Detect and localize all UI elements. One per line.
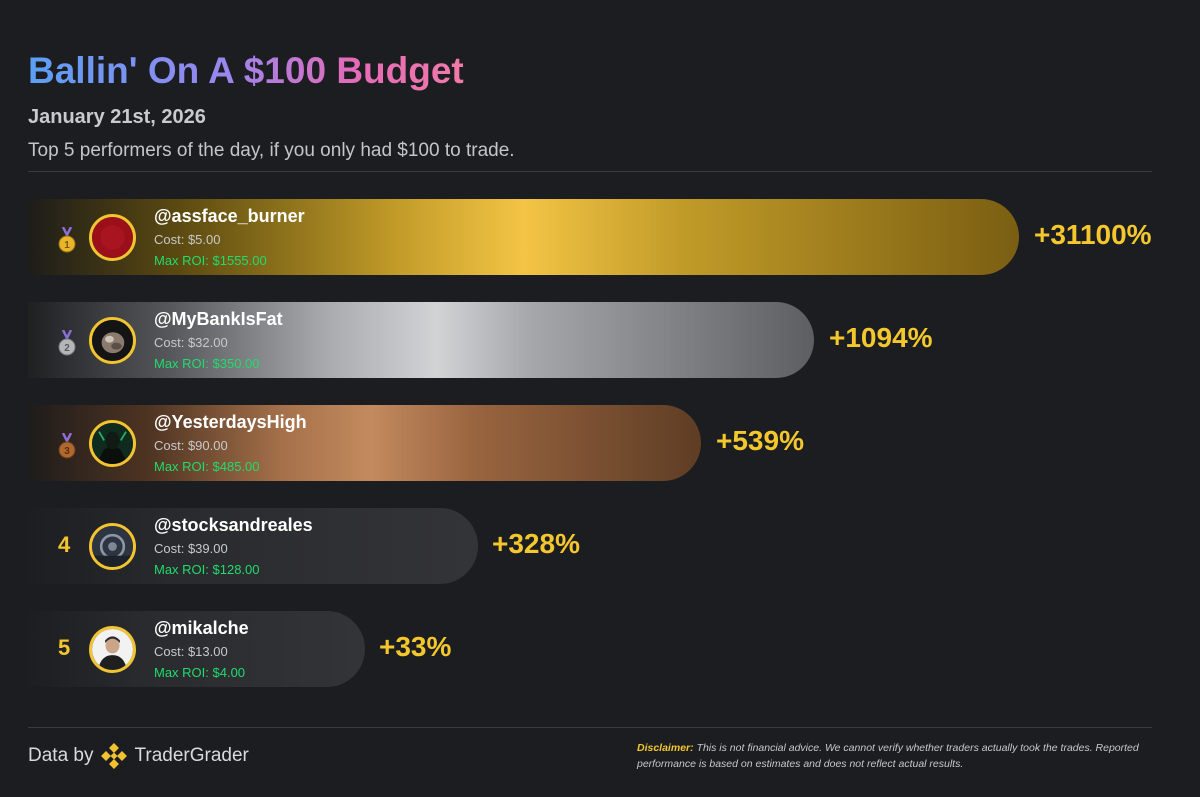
percent-return: +539% xyxy=(716,425,804,456)
tradergrader-logo-icon xyxy=(101,743,128,769)
disclaimer-label: Disclaimer: xyxy=(637,742,694,754)
avatar[interactable] xyxy=(89,626,136,673)
bottom-divider xyxy=(28,727,1152,728)
trade-cost: Cost: $13.00 xyxy=(154,644,228,659)
svg-text:1: 1 xyxy=(64,240,70,251)
roi-bar-2 xyxy=(28,302,814,378)
avatar[interactable] xyxy=(89,214,136,261)
rank-number: 5 xyxy=(58,635,71,660)
trader-handle[interactable]: @YesterdaysHigh xyxy=(154,412,307,432)
max-roi: Max ROI: $350.00 xyxy=(154,356,260,371)
disclaimer-text: This is not financial advice. We cannot … xyxy=(637,742,1139,770)
percent-return: +1094% xyxy=(829,322,933,353)
roi-bar-5 xyxy=(28,611,365,687)
percent-return: +31100% xyxy=(1034,219,1152,250)
avatar[interactable] xyxy=(89,523,136,570)
trader-handle[interactable]: @MyBankIsFat xyxy=(154,309,283,329)
page-date: January 21st, 2026 xyxy=(28,106,206,128)
data-by-label: Data by xyxy=(28,745,94,766)
rank-number: 4 xyxy=(58,532,71,557)
silver-medal-icon: 2 xyxy=(58,330,76,356)
max-roi: Max ROI: $485.00 xyxy=(154,459,260,474)
percent-return: +33% xyxy=(379,631,452,662)
top-divider xyxy=(28,171,1152,172)
max-roi: Max ROI: $4.00 xyxy=(154,665,246,680)
bronze-medal-icon: 3 xyxy=(58,433,76,459)
trade-cost: Cost: $32.00 xyxy=(154,335,228,350)
disclaimer: Disclaimer: This is not financial advice… xyxy=(637,740,1157,772)
avatar[interactable] xyxy=(89,317,136,364)
max-roi: Max ROI: $1555.00 xyxy=(154,253,267,268)
trader-handle[interactable]: @assface_burner xyxy=(154,206,305,226)
trade-cost: Cost: $90.00 xyxy=(154,438,228,453)
svg-text:2: 2 xyxy=(64,343,70,354)
data-attribution: Data by TraderGrader xyxy=(28,743,249,769)
avatar[interactable] xyxy=(89,420,136,467)
gold-medal-icon: 1 xyxy=(58,227,76,253)
roi-bar-3 xyxy=(28,405,701,481)
brand-name[interactable]: TraderGrader xyxy=(134,745,249,766)
max-roi: Max ROI: $128.00 xyxy=(154,562,260,577)
trader-handle[interactable]: @stocksandreales xyxy=(154,515,313,535)
trade-cost: Cost: $39.00 xyxy=(154,541,228,556)
page-title: Ballin' On A $100 Budget xyxy=(28,50,464,91)
roi-bar-1 xyxy=(28,199,1019,275)
percent-return: +328% xyxy=(492,528,580,559)
page-subtitle: Top 5 performers of the day, if you only… xyxy=(28,140,515,161)
svg-text:3: 3 xyxy=(64,446,70,457)
trader-handle[interactable]: @mikalche xyxy=(154,618,249,638)
trade-cost: Cost: $5.00 xyxy=(154,232,221,247)
